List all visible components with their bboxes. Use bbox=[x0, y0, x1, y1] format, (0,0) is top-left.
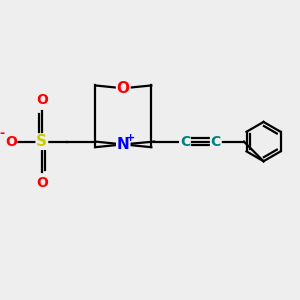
Text: S: S bbox=[36, 134, 47, 149]
Text: C: C bbox=[180, 135, 190, 148]
Text: C: C bbox=[211, 135, 221, 148]
Text: -: - bbox=[0, 127, 4, 140]
Text: O: O bbox=[117, 81, 130, 96]
Text: O: O bbox=[5, 135, 17, 148]
Text: +: + bbox=[126, 133, 135, 143]
Text: N: N bbox=[117, 137, 130, 152]
Text: O: O bbox=[36, 93, 48, 107]
Text: O: O bbox=[36, 176, 48, 190]
